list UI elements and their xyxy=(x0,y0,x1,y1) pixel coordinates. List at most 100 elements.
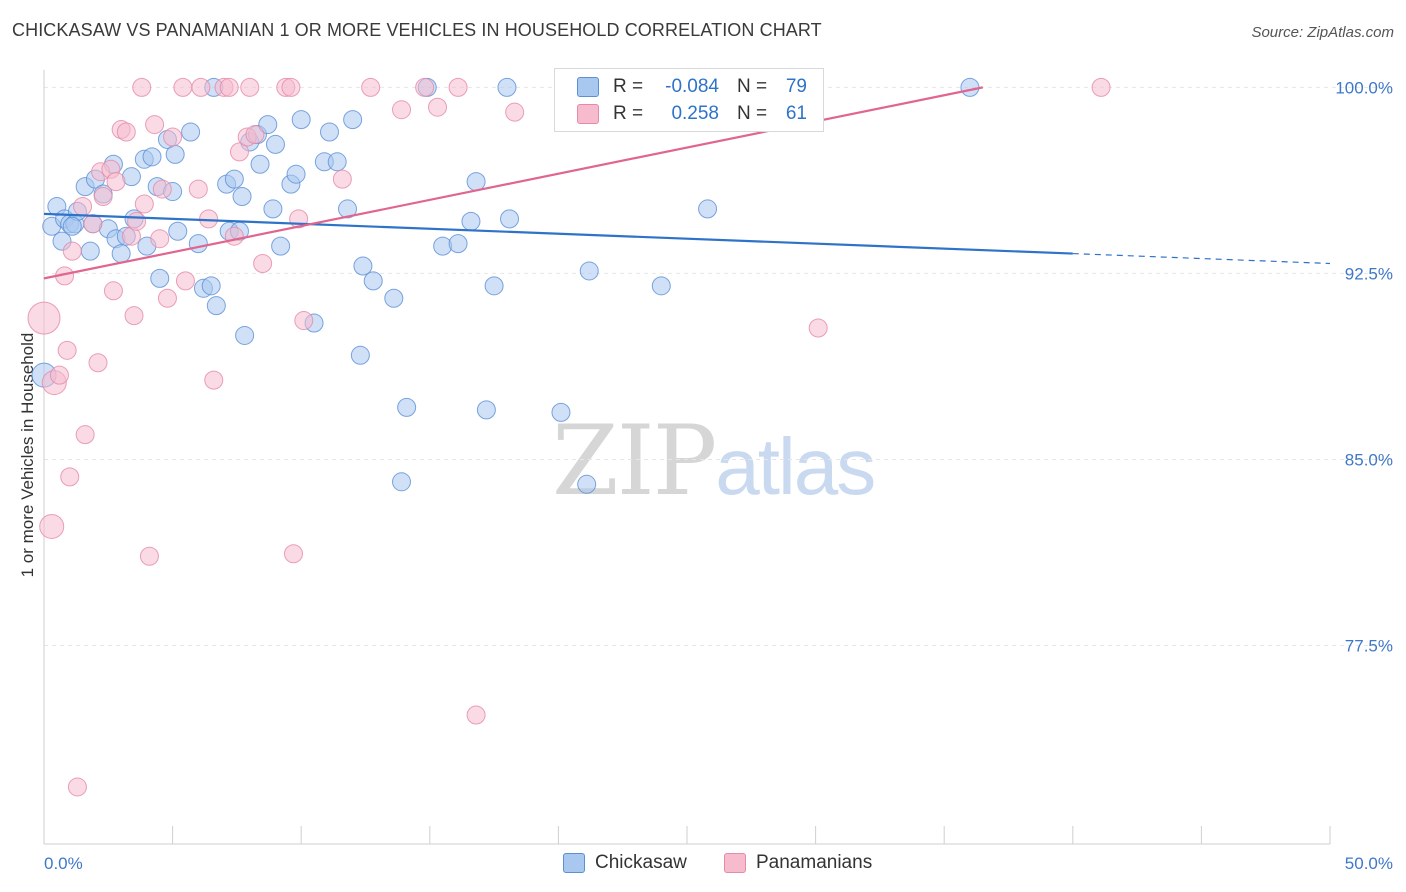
point-chickasaw xyxy=(142,147,162,167)
point-chickasaw xyxy=(353,256,373,276)
point-panamanians xyxy=(191,77,211,97)
point-panamanians xyxy=(229,142,249,162)
chart-title: CHICKASAW VS PANAMANIAN 1 OR MORE VEHICL… xyxy=(12,20,822,40)
legend-n-value: 61 xyxy=(785,103,807,124)
point-chickasaw xyxy=(384,288,404,308)
point-chickasaw xyxy=(466,172,486,192)
point-panamanians xyxy=(808,318,828,338)
x-tick-label: 50.0% xyxy=(1345,854,1393,873)
point-chickasaw xyxy=(698,199,718,219)
point-panamanians xyxy=(27,301,61,335)
point-panamanians xyxy=(57,340,77,360)
trend-line-panamanians xyxy=(43,86,983,280)
point-chickasaw xyxy=(265,134,285,154)
legend-swatch-chickasaw xyxy=(577,77,599,97)
point-chickasaw xyxy=(350,345,370,365)
point-panamanians xyxy=(132,77,152,97)
point-panamanians xyxy=(116,122,136,142)
point-chickasaw xyxy=(291,110,311,130)
point-panamanians xyxy=(175,271,195,291)
point-chickasaw xyxy=(343,110,363,130)
point-panamanians xyxy=(294,311,314,331)
point-chickasaw xyxy=(111,244,131,264)
point-panamanians xyxy=(505,102,525,122)
point-panamanians xyxy=(466,705,486,725)
point-panamanians xyxy=(283,544,303,564)
chart-source: Source: ZipAtlas.com xyxy=(1251,24,1394,41)
series-label-chickasaw: Chickasaw xyxy=(595,852,687,873)
point-panamanians xyxy=(75,425,95,445)
legend-row-chickasaw: R = -0.084 N = 79 xyxy=(577,74,807,100)
y-tick-label: 85.0% xyxy=(1345,450,1393,469)
point-chickasaw xyxy=(250,154,270,174)
x-tick-label: 0.0% xyxy=(44,854,83,873)
point-panamanians xyxy=(245,125,265,144)
legend-swatch-panamanians xyxy=(577,104,599,124)
point-panamanians xyxy=(60,467,80,487)
point-panamanians xyxy=(127,211,147,231)
point-panamanians xyxy=(199,209,219,229)
point-panamanians xyxy=(134,194,154,214)
watermark-atlas: atlas xyxy=(715,422,876,511)
point-panamanians xyxy=(253,254,273,273)
series-legend: Chickasaw Panamanians xyxy=(0,852,1406,878)
point-panamanians xyxy=(204,370,224,390)
trend-line-chickasaw xyxy=(43,212,1073,255)
point-panamanians xyxy=(173,77,193,97)
legend-row-panamanians: R = 0.258 N = 61 xyxy=(577,101,807,127)
y-tick-label: 92.5% xyxy=(1345,264,1393,283)
point-chickasaw xyxy=(201,276,221,296)
legend-n-value: 79 xyxy=(785,76,807,97)
point-chickasaw xyxy=(651,276,671,296)
legend-r-label: R = xyxy=(613,76,644,97)
point-chickasaw xyxy=(188,234,208,254)
point-chickasaw xyxy=(397,397,417,417)
point-chickasaw xyxy=(500,209,520,229)
point-chickasaw xyxy=(960,77,980,97)
point-chickasaw xyxy=(206,296,226,316)
point-panamanians xyxy=(145,115,165,135)
point-panamanians xyxy=(106,172,126,192)
point-panamanians xyxy=(428,97,448,117)
point-chickasaw xyxy=(168,221,188,241)
point-chickasaw xyxy=(484,276,504,296)
point-panamanians xyxy=(83,214,103,234)
point-panamanians xyxy=(150,229,170,249)
point-chickasaw xyxy=(258,115,278,135)
point-chickasaw xyxy=(363,271,383,291)
legend-n-label: N = xyxy=(737,76,768,97)
point-panamanians xyxy=(332,169,352,189)
point-panamanians xyxy=(448,77,468,97)
point-chickasaw xyxy=(497,77,517,97)
point-panamanians xyxy=(281,77,301,97)
point-chickasaw xyxy=(476,400,496,420)
point-chickasaw xyxy=(551,402,571,422)
point-panamanians xyxy=(224,226,244,246)
point-chickasaw xyxy=(579,261,599,281)
series-swatch-chickasaw xyxy=(563,853,585,873)
legend-r-label: R = xyxy=(613,103,644,124)
watermark-zip: ZIP xyxy=(552,405,717,517)
point-panamanians xyxy=(88,353,108,373)
series-legend-chickasaw[interactable]: Chickasaw xyxy=(563,852,687,874)
point-panamanians xyxy=(39,513,65,539)
correlation-legend: R = -0.084 N = 79 R = 0.258 N = 61 xyxy=(554,68,824,132)
point-panamanians xyxy=(93,187,113,207)
point-chickasaw xyxy=(337,199,357,219)
point-chickasaw xyxy=(80,241,100,261)
series-legend-panamanians[interactable]: Panamanians xyxy=(724,852,872,874)
point-panamanians xyxy=(67,777,87,797)
point-panamanians xyxy=(139,546,159,566)
point-panamanians xyxy=(157,288,177,308)
trend-line-extension-chickasaw xyxy=(1072,252,1331,265)
point-chickasaw xyxy=(319,122,339,142)
point-panamanians xyxy=(188,179,208,199)
point-panamanians xyxy=(73,196,93,216)
point-chickasaw xyxy=(286,164,306,184)
point-chickasaw xyxy=(224,169,244,189)
watermark: ZIPatlas xyxy=(552,405,876,517)
point-chickasaw xyxy=(235,325,255,345)
legend-n-label: N = xyxy=(737,103,768,124)
y-tick-label: 100.0% xyxy=(1335,78,1393,97)
point-chickasaw xyxy=(392,472,412,492)
